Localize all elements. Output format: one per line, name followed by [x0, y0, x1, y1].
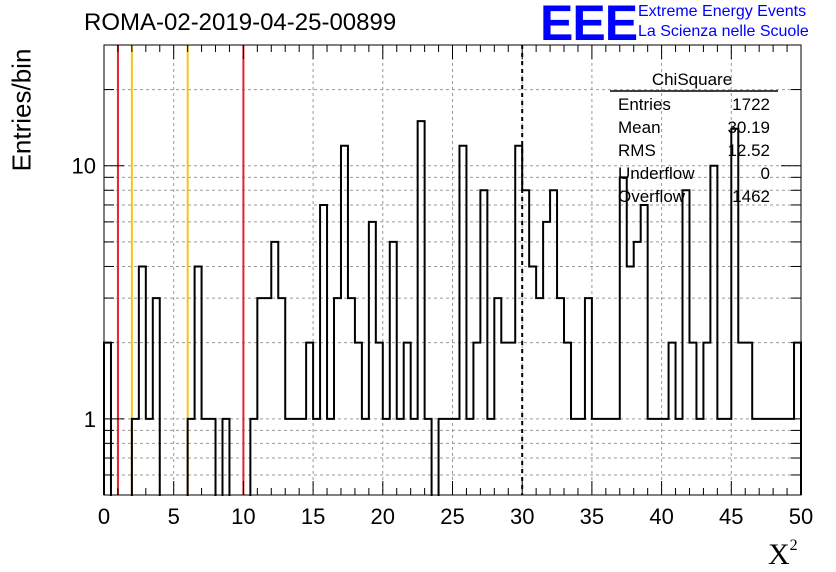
histogram-bin: [369, 222, 376, 495]
histogram-bin: [557, 298, 564, 495]
x-axis-label: X2: [768, 537, 798, 571]
histogram-bin: [585, 298, 592, 495]
x-tick-label: 45: [719, 504, 743, 529]
x-tick-label: 35: [580, 504, 604, 529]
histogram-bin: [334, 298, 341, 495]
histogram-bin: [515, 146, 522, 495]
histogram-bin: [320, 205, 327, 495]
histogram-bin: [264, 298, 271, 495]
histogram-bin: [543, 222, 550, 495]
histogram-bin: [529, 266, 536, 495]
histogram-bin: [390, 242, 397, 495]
stats-title: ChiSquare: [652, 70, 732, 89]
x-tick-label: 20: [371, 504, 395, 529]
x-tick-label: 0: [98, 504, 110, 529]
histogram-bin: [153, 298, 160, 495]
stats-value: 0: [761, 164, 770, 183]
stats-value: 1462: [732, 187, 770, 206]
histogram-bin: [620, 177, 627, 495]
y-tick-label: 1: [84, 407, 96, 432]
logo-text-line1: Extreme Energy Events: [638, 3, 807, 20]
logo-text-line2: La Scienza nelle Scuole: [638, 23, 809, 40]
histogram-bin: [139, 266, 146, 495]
histogram-bin: [627, 266, 634, 495]
stats-label: Mean: [618, 118, 661, 137]
stats-value: 30.19: [727, 118, 770, 137]
histogram-bin: [271, 242, 278, 495]
y-tick-label: 10: [72, 154, 96, 179]
x-tick-label: 10: [231, 504, 255, 529]
chart-title: ROMA-02-2019-04-25-00899: [84, 9, 397, 36]
x-tick-label: 25: [440, 504, 464, 529]
x-tick-label: 5: [168, 504, 180, 529]
histogram-bin: [278, 298, 285, 495]
histogram-bin: [195, 266, 202, 495]
histogram-bin: [536, 298, 543, 495]
stats-box: ChiSquare Entries 1722 Mean 30.19 RMS 12.52 Und…: [610, 70, 778, 206]
histogram-bin: [710, 166, 717, 495]
grid-lines: [104, 45, 801, 495]
histogram-bin: [641, 205, 648, 495]
mask: [102, 496, 803, 526]
x-tick-label: 40: [649, 504, 673, 529]
histogram-bin: [341, 146, 348, 495]
histogram-series: [102, 120, 803, 526]
stats-label: RMS: [618, 141, 656, 160]
histogram-outline: [103, 120, 802, 501]
stats-value: 12.52: [727, 141, 770, 160]
x-tick-label: 15: [301, 504, 325, 529]
histogram-bin: [731, 129, 738, 495]
stats-label: Overflow: [618, 187, 686, 206]
histogram-bin: [634, 242, 641, 495]
stats-label: Underflow: [618, 164, 695, 183]
histogram-bin: [257, 298, 264, 495]
histogram-bin: [348, 298, 355, 495]
x-tick-label: 50: [789, 504, 813, 529]
eee-logo: EEE: [540, 0, 638, 51]
axis-ticks: 0 5 10 15 20 25 30 35 40 45 50 1 10: [72, 45, 813, 529]
stats-label: Entries: [618, 95, 671, 114]
x-tick-label: 30: [510, 504, 534, 529]
stats-value: 1722: [732, 95, 770, 114]
histogram-bin: [494, 298, 501, 495]
histogram-bin: [459, 146, 466, 495]
